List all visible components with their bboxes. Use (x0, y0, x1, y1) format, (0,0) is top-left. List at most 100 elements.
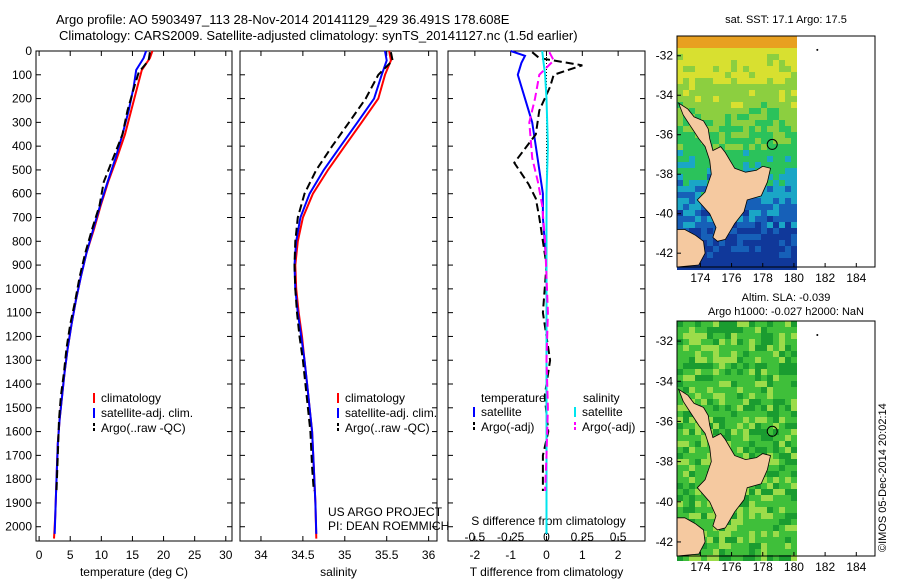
data-cell (707, 459, 713, 465)
data-cell (755, 102, 761, 108)
data-cell (713, 252, 719, 258)
data-cell (767, 339, 773, 345)
data-cell (707, 375, 713, 381)
data-cell (731, 441, 737, 447)
data-cell (725, 423, 731, 429)
series-line-3 (293, 51, 394, 492)
data-cell (767, 393, 773, 399)
data-cell (689, 228, 695, 234)
data-cell (707, 537, 713, 543)
data-cell (755, 66, 761, 72)
data-cell (713, 387, 719, 393)
legend-label: Argo(..raw -QC) (345, 421, 430, 435)
map-title: Altim. SLA: -0.039 (742, 292, 831, 304)
data-cell (773, 507, 779, 513)
data-cell (677, 126, 683, 132)
data-cell (743, 210, 749, 216)
data-cell (743, 216, 749, 222)
data-cell (767, 48, 773, 54)
data-cell (755, 483, 761, 489)
data-cell (737, 150, 743, 156)
data-cell (779, 483, 785, 489)
data-cell (731, 66, 737, 72)
data-cell (713, 351, 719, 357)
data-cell (761, 321, 767, 327)
data-cell (695, 96, 701, 102)
y-tick-label: 200 (12, 92, 32, 106)
data-cell (689, 513, 695, 519)
data-cell (755, 399, 761, 405)
data-cell (749, 441, 755, 447)
data-cell (749, 210, 755, 216)
data-cell (761, 549, 767, 555)
data-cell (767, 507, 773, 513)
data-cell (731, 252, 737, 258)
data-cell (749, 339, 755, 345)
data-cell (785, 222, 791, 228)
data-cell (725, 525, 731, 531)
data-cell (755, 36, 761, 42)
data-cell (683, 186, 689, 192)
data-cell (725, 399, 731, 405)
data-cell (767, 417, 773, 423)
data-cell (695, 72, 701, 78)
data-cell (791, 192, 797, 198)
data-cell (683, 411, 689, 417)
data-cell (707, 453, 713, 459)
data-cell (779, 459, 785, 465)
data-cell (749, 507, 755, 513)
data-cell (737, 132, 743, 138)
data-cell (701, 186, 707, 192)
data-cell (785, 507, 791, 513)
data-cell (743, 393, 749, 399)
data-cell (749, 96, 755, 102)
data-cell (683, 54, 689, 60)
data-cell (767, 150, 773, 156)
data-cell (743, 531, 749, 537)
data-cell (695, 108, 701, 114)
x-tick-label: 176 (722, 271, 742, 285)
data-cell (707, 42, 713, 48)
data-cell (725, 375, 731, 381)
x-tick-label: 182 (815, 271, 835, 285)
data-cell (695, 495, 701, 501)
data-cell (785, 393, 791, 399)
data-cell (761, 513, 767, 519)
data-cell (779, 465, 785, 471)
data-cell (791, 120, 797, 126)
data-cell (677, 174, 683, 180)
data-cell (695, 186, 701, 192)
x-tick-label: 180 (784, 560, 804, 574)
data-cell (695, 387, 701, 393)
data-cell (779, 345, 785, 351)
data-cell (701, 399, 707, 405)
data-cell (701, 453, 707, 459)
data-cell (731, 357, 737, 363)
data-cell (677, 162, 683, 168)
data-cell (725, 138, 731, 144)
data-cell (779, 387, 785, 393)
data-cell (713, 42, 719, 48)
data-cell (785, 531, 791, 537)
data-cell (785, 186, 791, 192)
data-cell (701, 441, 707, 447)
data-cell (743, 549, 749, 555)
series-line-4 (528, 51, 555, 492)
map-panel-1: 174 176 178 180 182 184 -32 -34 -36 -38 -40 -42 sat.… (656, 14, 876, 285)
data-cell (773, 228, 779, 234)
data-cell (749, 204, 755, 210)
data-cell (683, 198, 689, 204)
x-tick-label: 20 (157, 548, 171, 562)
data-cell (695, 483, 701, 489)
data-cell (707, 252, 713, 258)
data-cell (737, 36, 743, 42)
data-cell (791, 459, 797, 465)
data-cell (791, 501, 797, 507)
data-cell (677, 186, 683, 192)
x-tick-label: 15 (126, 548, 140, 562)
data-cell (695, 429, 701, 435)
legend-label: climatology (345, 391, 405, 405)
data-cell (755, 54, 761, 60)
data-cell (677, 375, 683, 381)
data-cell (773, 381, 779, 387)
